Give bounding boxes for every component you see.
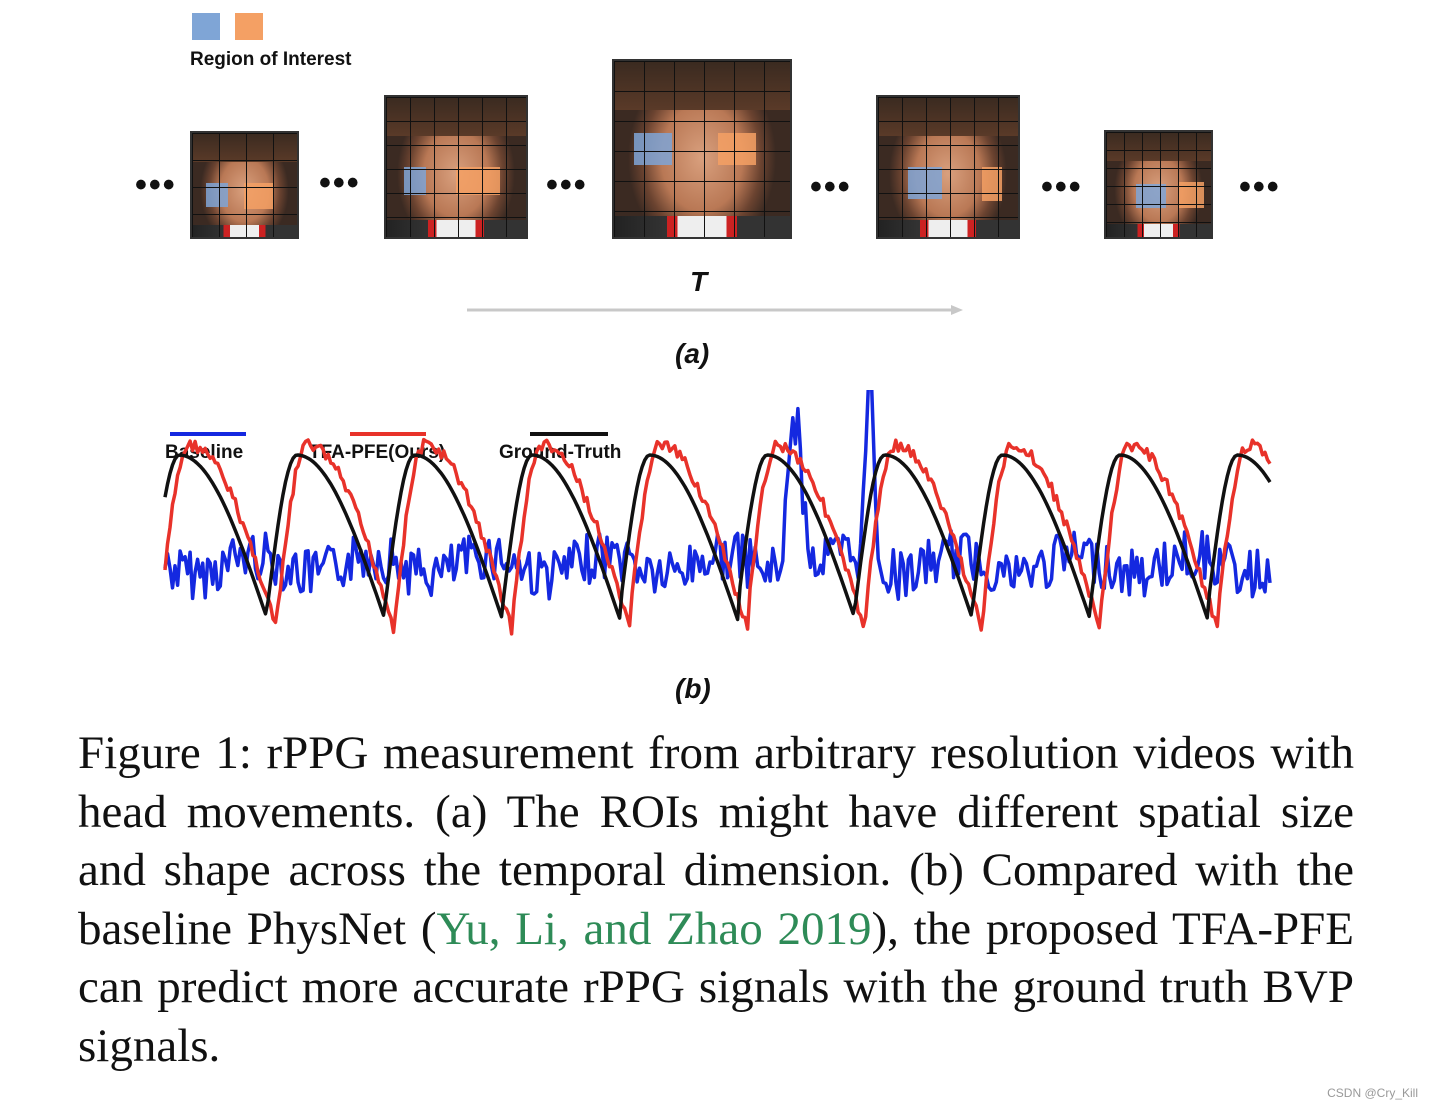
legend-line-baseline — [170, 432, 246, 436]
panel-a-label: (a) — [675, 338, 710, 369]
face-frame-5 — [1104, 130, 1213, 239]
figure-caption: Figure 1: rPPG measurement from arbitrar… — [78, 724, 1354, 1075]
roi-legend-title: Region of Interest — [190, 49, 352, 70]
ellipsis: ••• — [1041, 168, 1083, 206]
tfa-pfe-series — [163, 437, 1272, 636]
roi-swatch-blue — [192, 13, 220, 40]
face-frame-3 — [612, 59, 792, 239]
ground-truth-series — [163, 453, 1272, 622]
caption-text: Figure 1: rPPG measurement from arbitrar… — [78, 727, 1354, 955]
ellipsis: ••• — [135, 166, 177, 204]
face-frame-4 — [876, 95, 1020, 239]
citation-link[interactable]: Yu, Li, and Zhao 2019 — [436, 902, 872, 955]
legend-line-ours — [350, 432, 426, 436]
face-frame-2 — [384, 95, 528, 239]
watermark: CSDN @Cry_Kill — [1327, 1086, 1418, 1100]
ellipsis: ••• — [1239, 168, 1281, 206]
face-frame-1 — [190, 131, 299, 239]
caption-text-end: ), the proposed TFA-PFE can predict more… — [78, 902, 1355, 1072]
ellipsis: ••• — [810, 168, 852, 206]
panel-b-label: (b) — [675, 673, 711, 704]
ellipsis: ••• — [319, 164, 361, 202]
time-arrow — [467, 305, 963, 315]
roi-swatch-orange — [235, 13, 263, 40]
signal-plot — [163, 390, 1272, 636]
legend-line-ground-truth — [530, 432, 608, 436]
time-label: T — [690, 266, 708, 297]
ellipsis: ••• — [546, 166, 588, 204]
